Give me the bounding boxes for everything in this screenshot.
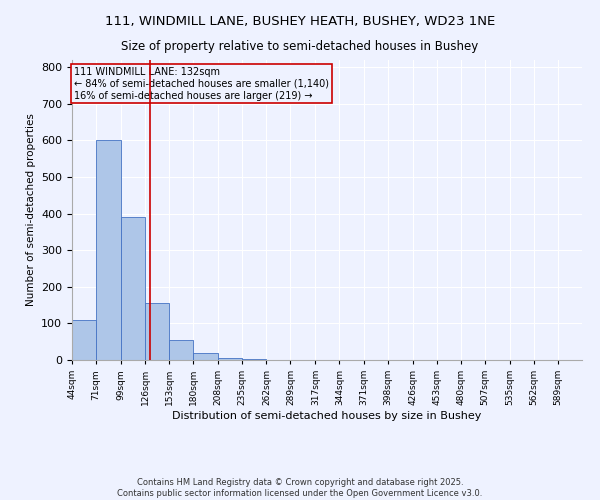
Bar	[72, 320, 96, 360]
Bar	[96, 140, 121, 360]
Bar	[193, 352, 218, 360]
Y-axis label: Number of semi-detached properties: Number of semi-detached properties	[26, 114, 35, 306]
Bar	[169, 340, 193, 360]
Text: 111, WINDMILL LANE, BUSHEY HEATH, BUSHEY, WD23 1NE: 111, WINDMILL LANE, BUSHEY HEATH, BUSHEY…	[105, 15, 495, 28]
Bar	[218, 358, 242, 360]
Bar	[145, 304, 169, 360]
Text: Contains HM Land Registry data © Crown copyright and database right 2025.
Contai: Contains HM Land Registry data © Crown c…	[118, 478, 482, 498]
Text: 111 WINDMILL LANE: 132sqm
← 84% of semi-detached houses are smaller (1,140)
16% : 111 WINDMILL LANE: 132sqm ← 84% of semi-…	[74, 68, 329, 100]
Text: Size of property relative to semi-detached houses in Bushey: Size of property relative to semi-detach…	[121, 40, 479, 53]
X-axis label: Distribution of semi-detached houses by size in Bushey: Distribution of semi-detached houses by …	[172, 411, 482, 421]
Bar	[121, 218, 145, 360]
